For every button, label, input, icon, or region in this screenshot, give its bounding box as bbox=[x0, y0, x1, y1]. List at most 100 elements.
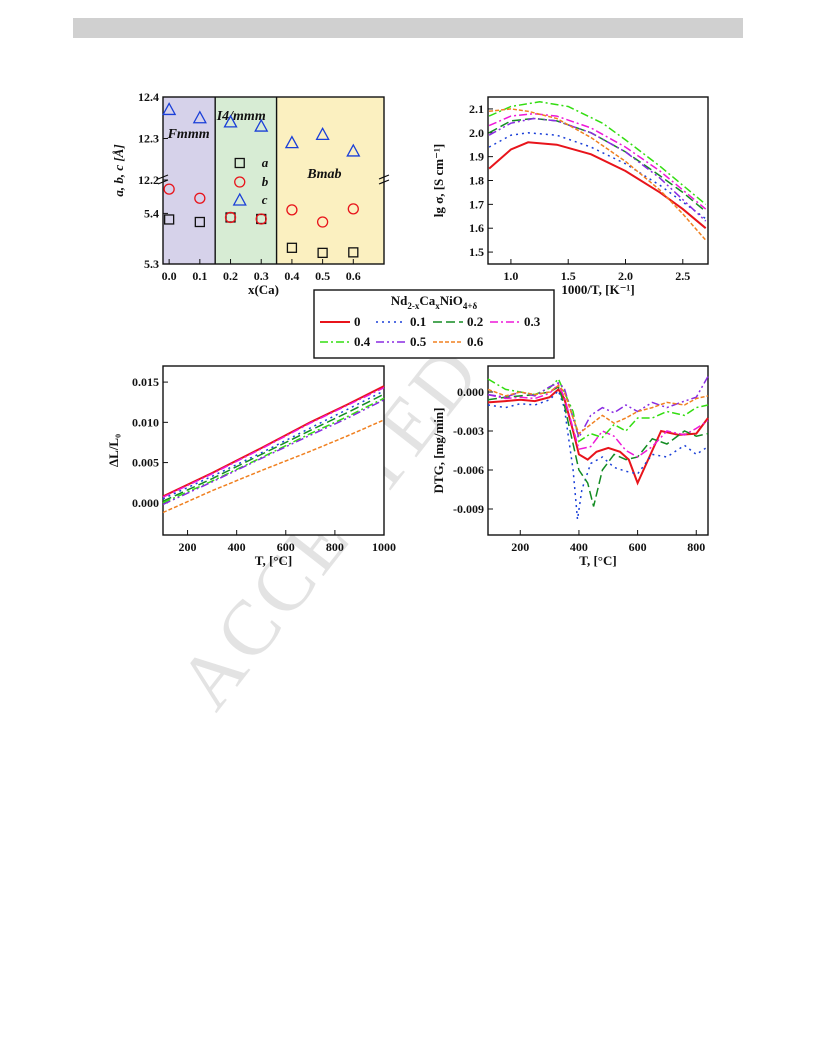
marker-b bbox=[316, 216, 329, 228]
legend-label-0.5: 0.5 bbox=[410, 334, 427, 349]
legend-label-0.6: 0.6 bbox=[467, 334, 484, 349]
series-line-0.3 bbox=[487, 382, 709, 458]
series-line-0.5 bbox=[162, 399, 385, 506]
series-line-0 bbox=[162, 385, 385, 498]
x-tick-label: 0.6 bbox=[346, 269, 361, 283]
y-axis-label: ΔL/L₀ bbox=[106, 434, 121, 467]
legend-label-0: 0 bbox=[354, 314, 361, 329]
series-line-0.4 bbox=[162, 397, 385, 504]
y-tick-label: 2.0 bbox=[469, 126, 484, 140]
x-tick-label: 1000 bbox=[372, 540, 396, 554]
legend-title-part: x bbox=[435, 301, 440, 311]
dtg-panel: 200 400 600 800 0.000 -0.003 -0.006 -0.009 T, [°… bbox=[431, 365, 709, 568]
legend-title-part: Nd bbox=[391, 293, 408, 308]
key-marker-b bbox=[234, 176, 246, 188]
x-tick-label: 800 bbox=[687, 540, 705, 554]
legend-title-part: NiO bbox=[440, 293, 463, 308]
series-line-0.6 bbox=[487, 384, 709, 435]
y-tick-label: 12.4 bbox=[138, 90, 159, 104]
marker-c bbox=[284, 135, 300, 149]
y-tick-label: 0.000 bbox=[457, 385, 484, 399]
x-tick-label: 0.2 bbox=[223, 269, 238, 283]
legend-label-0.3: 0.3 bbox=[524, 314, 541, 329]
legend-title-part: 2-x bbox=[407, 301, 419, 311]
region-label-fmmm: Fmmm bbox=[167, 127, 210, 142]
y-tick-label: -0.006 bbox=[453, 463, 484, 477]
y-tick-label: 0.010 bbox=[132, 415, 159, 429]
key-marker-c bbox=[232, 192, 247, 206]
y-tick-label: 12.3 bbox=[138, 132, 159, 146]
y-tick-label: -0.003 bbox=[453, 424, 484, 438]
key-label-c: c bbox=[262, 192, 268, 207]
x-tick-label: 0.1 bbox=[192, 269, 207, 283]
x-tick-label: 200 bbox=[511, 540, 529, 554]
x-tick-label: 1.5 bbox=[561, 269, 576, 283]
axis-break-mark-0-b bbox=[157, 179, 169, 185]
key-marker-a bbox=[234, 157, 245, 169]
lattice-parameter-panel: Fmmm I4/mmm Bmab 12.4 12.3 12.2 5.4 5.30.0 0.1 0.… bbox=[111, 90, 390, 297]
x-tick-label: 1.0 bbox=[503, 269, 518, 283]
x-tick-label: 600 bbox=[629, 540, 647, 554]
conductivity-panel: 1.0 1.5 2.0 2.5 1.5 1.6 1.7 1.8 1.9 2.0 2.1 1000/T,… bbox=[431, 96, 709, 297]
x-tick-label: 2.0 bbox=[618, 269, 633, 283]
marker-b bbox=[255, 213, 267, 225]
y-tick-label: 2.1 bbox=[469, 102, 484, 116]
y-axis-label: lg σ, [S cm⁻¹] bbox=[431, 144, 446, 217]
x-axis-label: x(Ca) bbox=[248, 282, 279, 297]
x-axis-label: 1000/T, [K⁻¹] bbox=[561, 282, 634, 297]
x-tick-label: 200 bbox=[179, 540, 197, 554]
series-line-0.5 bbox=[487, 376, 709, 440]
series-line-0.2 bbox=[487, 385, 709, 507]
series-line-0.3 bbox=[162, 387, 385, 498]
marker-b bbox=[163, 183, 175, 195]
legend-label-0.1: 0.1 bbox=[410, 314, 426, 329]
y-tick-label: 0.000 bbox=[132, 496, 159, 510]
legend: Nd2-xCaxNiO4+δ 0 0.1 0.2 0.3 0.4 0.5 0.6 bbox=[313, 289, 555, 359]
legend-label-0.4: 0.4 bbox=[354, 334, 371, 349]
marker-c bbox=[315, 126, 330, 141]
series-line-0.6 bbox=[489, 108, 707, 241]
header-bar bbox=[73, 18, 743, 38]
series-line-0.1 bbox=[488, 132, 707, 220]
axis-break-mark-1-a bbox=[378, 174, 390, 180]
y-axis-label: a, b, c [Å] bbox=[111, 144, 126, 196]
marker-b bbox=[347, 203, 359, 215]
axis-break-mark-0-a bbox=[157, 174, 169, 180]
y-axis-label: DTG, [mg/min] bbox=[431, 408, 446, 494]
x-tick-label: 800 bbox=[326, 540, 344, 554]
y-tick-label: -0.009 bbox=[453, 502, 484, 516]
x-tick-label: 2.5 bbox=[675, 269, 690, 283]
series-line-0.1 bbox=[487, 389, 709, 520]
y-tick-label: 12.2 bbox=[138, 173, 159, 187]
plot-frame bbox=[162, 365, 385, 536]
phase-region-0 bbox=[163, 97, 216, 264]
phase-region-2 bbox=[276, 97, 384, 264]
key-label-a: a bbox=[262, 155, 269, 170]
marker-c bbox=[223, 114, 238, 128]
marker-a bbox=[317, 247, 328, 259]
series-line-0.5 bbox=[488, 117, 707, 222]
legend-title-part: Ca bbox=[419, 293, 435, 308]
x-tick-label: 600 bbox=[277, 540, 295, 554]
x-tick-label: 0.5 bbox=[315, 269, 330, 283]
x-axis-label: T, [°C] bbox=[255, 553, 292, 568]
legend-box bbox=[313, 289, 555, 359]
plot-frame bbox=[487, 96, 709, 265]
y-tick-label: 5.3 bbox=[144, 257, 159, 271]
marker-b bbox=[224, 211, 237, 224]
marker-b bbox=[194, 192, 206, 204]
axis-break-mark-1-b bbox=[378, 179, 390, 185]
x-tick-label: 0.3 bbox=[254, 269, 269, 283]
y-tick-label: 1.5 bbox=[469, 245, 484, 259]
marker-c bbox=[162, 102, 177, 116]
y-tick-label: 1.6 bbox=[469, 221, 484, 235]
x-tick-label: 400 bbox=[570, 540, 588, 554]
legend-label-0.2: 0.2 bbox=[467, 314, 483, 329]
series-line-0.2 bbox=[162, 393, 385, 502]
y-tick-label: 5.4 bbox=[144, 206, 159, 220]
series-line-0 bbox=[487, 387, 709, 486]
y-tick-label: 0.015 bbox=[132, 375, 159, 389]
legend-title: Nd2-xCaxNiO4+δ bbox=[391, 293, 478, 311]
marker-c bbox=[346, 143, 361, 157]
